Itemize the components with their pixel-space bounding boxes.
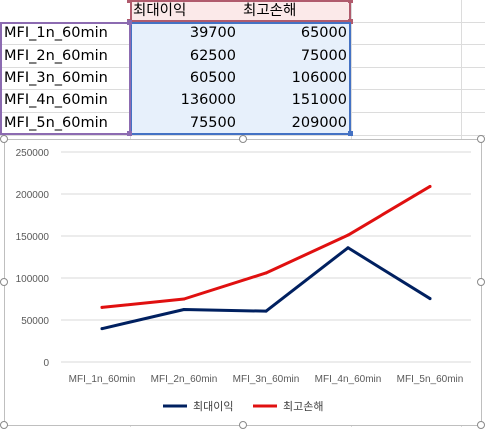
row-label[interactable]: MFI_4n_60min (4, 92, 108, 108)
series-point-2 (428, 184, 432, 188)
series-point-1 (100, 327, 104, 331)
series-point-1 (428, 297, 432, 301)
x-tick-label: MFI_1n_60min (69, 374, 136, 385)
data-range-handle[interactable] (348, 131, 353, 136)
max-loss-cell[interactable]: 151000 (291, 92, 347, 108)
row-label[interactable]: MFI_1n_60min (4, 25, 108, 41)
data-range-highlight (130, 22, 351, 135)
header-range-highlight (130, 0, 351, 22)
label-range-highlight (0, 22, 131, 135)
legend-label: 최대이익 (193, 400, 233, 413)
header-range-handle[interactable] (127, 0, 132, 3)
series-point-1 (346, 246, 350, 250)
x-tick-label: MFI_2n_60min (151, 374, 218, 385)
y-tick-label: 150000 (16, 232, 50, 243)
line-chart: 0 50000 100000 150000 200000 250000 MFI_1n_60m… (16, 148, 471, 413)
x-tick-label: MFI_4n_60min (315, 374, 382, 385)
chart-resize-handle[interactable] (477, 278, 485, 286)
y-tick-label: 100000 (16, 274, 50, 285)
header-range-handle[interactable] (348, 0, 353, 3)
label-range-handle[interactable] (127, 131, 132, 136)
series-point-1 (182, 308, 186, 311)
series-point-2 (100, 305, 104, 309)
series-line-1 (100, 246, 432, 331)
chart-resize-handle[interactable] (0, 278, 8, 286)
x-tick-label: MFI_5n_60min (397, 374, 464, 385)
x-tick-label: MFI_3n_60min (233, 374, 300, 385)
max-loss-cell[interactable]: 65000 (300, 25, 347, 41)
series-point-2 (264, 271, 268, 275)
chart-resize-handle[interactable] (239, 135, 247, 143)
legend-label: 최고손해 (283, 399, 323, 413)
header-range-handle[interactable] (348, 19, 353, 24)
max-loss-cell[interactable]: 209000 (291, 115, 347, 131)
max-profit-cell[interactable]: 136000 (180, 92, 236, 108)
max-profit-cell[interactable]: 75500 (189, 115, 236, 131)
row-label[interactable]: MFI_2n_60min (4, 48, 108, 64)
chart-resize-handle[interactable] (0, 135, 8, 143)
max-profit-cell[interactable]: 60500 (189, 70, 236, 86)
y-tick-label: 0 (43, 358, 49, 369)
series-point-2 (182, 297, 186, 301)
header-max-profit[interactable]: 최대이익 (133, 3, 187, 19)
max-profit-cell[interactable]: 39700 (189, 25, 236, 41)
series-point-2 (346, 233, 350, 237)
y-tick-label: 200000 (16, 190, 50, 201)
y-tick-label: 50000 (21, 316, 49, 327)
max-profit-cell[interactable]: 62500 (189, 48, 236, 64)
chart-resize-handle[interactable] (477, 421, 485, 429)
series-line-2 (100, 184, 432, 309)
chart-resize-handle[interactable] (239, 421, 247, 429)
label-range-handle[interactable] (127, 20, 132, 25)
row-label[interactable]: MFI_3n_60min (4, 70, 108, 86)
line-chart-object[interactable]: 0 50000 100000 150000 200000 250000 MFI_1n_60m… (4, 139, 482, 426)
series-point-1 (264, 309, 268, 313)
row-label[interactable]: MFI_5n_60min (4, 115, 108, 131)
y-tick-label: 250000 (16, 148, 50, 159)
header-max-loss[interactable]: 최고손해 (243, 3, 297, 19)
chart-resize-handle[interactable] (0, 421, 8, 429)
max-loss-cell[interactable]: 106000 (291, 70, 347, 86)
max-loss-cell[interactable]: 75000 (300, 48, 347, 64)
chart-resize-handle[interactable] (477, 135, 485, 143)
